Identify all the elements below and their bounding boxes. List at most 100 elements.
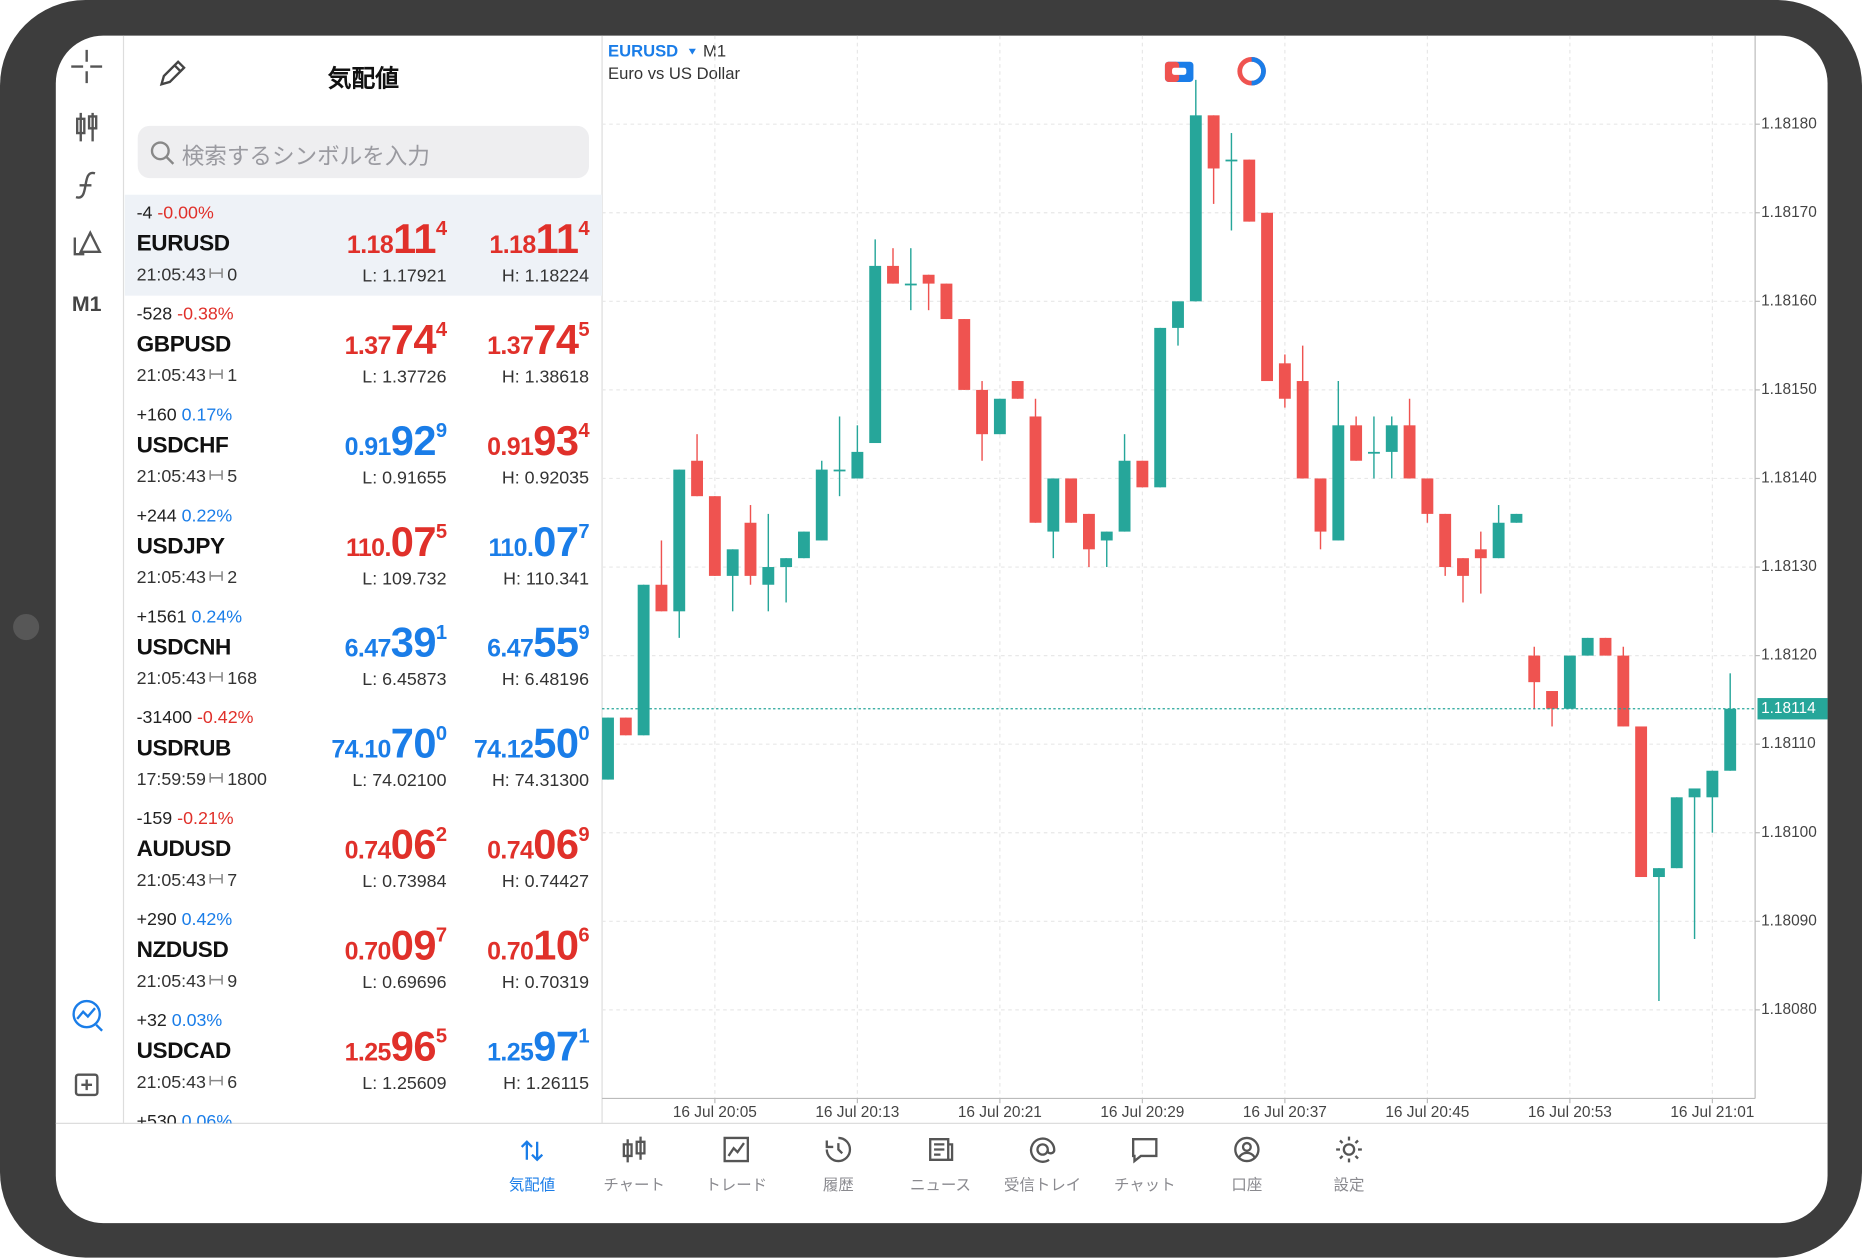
quote-row[interactable]: +32 0.03% USDCAD 21:05:43 6 1.25 96 5 1.25 97 1 L:… — [125, 1002, 602, 1103]
candle-body — [619, 717, 632, 736]
quote-row[interactable]: -31400 -0.42% USDRUB 17:59:59 1800 74.10 70 0 7… — [125, 699, 602, 800]
spread-glyph — [209, 369, 224, 379]
y-tick-label: 1.18170 — [1761, 204, 1817, 221]
spread-icon — [209, 470, 224, 480]
y-tick-label: 1.18100 — [1761, 824, 1817, 841]
quote-row[interactable]: +160 0.17% USDCHF 21:05:43 5 0.91 92 9 0.91 93 4 L… — [125, 397, 602, 498]
tab[interactable]: ニュース — [889, 1134, 991, 1195]
tab[interactable]: 設定 — [1298, 1134, 1400, 1195]
ask-price: 0.91 93 4 — [487, 418, 589, 466]
candle-body — [602, 717, 614, 780]
tab-label: 履歴 — [822, 1175, 854, 1194]
edit-icon[interactable] — [157, 58, 188, 89]
symbol-dropdown[interactable] — [688, 48, 696, 55]
tab-icon — [622, 1136, 646, 1163]
change: +160 0.17% — [137, 405, 233, 425]
tab[interactable]: 気配値 — [481, 1134, 583, 1195]
candle-body — [1528, 655, 1541, 683]
price-big: 74 — [533, 317, 579, 364]
bid-price: 74.10 70 0 — [331, 721, 447, 769]
quote-time: 17:59:59 — [136, 769, 206, 790]
candle-body — [1421, 478, 1434, 514]
quote-row[interactable]: -4 -0.00% EURUSD 21:05:43 0 1.18 11 4 1.18 11 4 L:… — [124, 194, 603, 296]
chart-subtitle: Euro vs US Dollar — [608, 64, 740, 83]
price-big: 39 — [390, 619, 437, 667]
spread-glyph — [209, 974, 224, 985]
quote-row[interactable]: +244 0.22% USDJPY 21:05:43 2 110. 07 5 110. 07 7 L… — [125, 498, 602, 599]
spread-glyph — [209, 1075, 224, 1086]
price-prefix: 0.70 — [344, 938, 392, 966]
symbol: NZDUSD — [136, 938, 229, 964]
change-percent: 0.42% — [181, 909, 233, 930]
tab[interactable]: トレード — [685, 1134, 787, 1195]
tab-glyph — [1234, 1136, 1260, 1163]
watchlist: 気配値 検索するシンボルを入力 -4 -0.00% EURUSD 21:05:43 0… — [124, 36, 603, 1124]
change-percent: 0.24% — [191, 606, 243, 627]
symbol: USDCAD — [136, 1039, 232, 1064]
spread: 5 — [227, 466, 238, 487]
search-box[interactable]: 検索するシンボルを入力 — [137, 125, 589, 179]
candle-body — [637, 584, 650, 736]
price-pip: 9 — [578, 621, 589, 644]
price-pip: 7 — [578, 520, 589, 543]
candle-body — [1278, 363, 1291, 399]
candle-body — [655, 584, 668, 612]
candle-body — [1670, 797, 1683, 869]
tab[interactable]: 履歴 — [787, 1134, 889, 1195]
tab-glyph — [723, 1136, 749, 1163]
tab-icon — [723, 1136, 749, 1163]
candle-body — [976, 389, 988, 435]
quote-row[interactable]: -159 -0.21% AUDUSD 21:05:43 7 0.74 06 2 0.74 06 9… — [125, 800, 602, 901]
chart-symbol[interactable]: EURUSD — [608, 42, 678, 61]
change: +32 0.03% — [137, 1011, 223, 1031]
change: +1561 0.24% — [137, 607, 243, 627]
quote-row[interactable]: -528 -0.38% GBPUSD 21:05:43 1 1.37 74 4 1.37 74 5… — [125, 296, 602, 397]
candle-body — [993, 398, 1006, 435]
camera — [13, 613, 40, 641]
spread: 1 — [227, 365, 238, 386]
tab-glyph — [622, 1136, 646, 1163]
symbol: USDCHF — [136, 433, 229, 459]
price-pip: 6 — [578, 923, 589, 947]
tab-glyph — [929, 1138, 954, 1161]
tab-label: トレード — [705, 1175, 768, 1194]
day-high: H: 0.74427 — [501, 871, 589, 892]
day-low: L: 1.17921 — [362, 266, 447, 287]
spread-glyph — [209, 773, 224, 783]
day-low: L: 74.02100 — [352, 770, 447, 791]
day-high: H: 0.70319 — [501, 972, 589, 993]
bid-price: 1.25 96 5 — [345, 1024, 447, 1072]
candle-body — [1474, 549, 1487, 559]
quote-row[interactable]: +1561 0.24% USDCNH 21:05:43 168 6.47 39 1 6.47 5… — [125, 599, 602, 700]
price-prefix: 1.18 — [489, 231, 536, 259]
symbol: EURUSD — [136, 231, 231, 257]
tab[interactable]: チャート — [583, 1134, 685, 1195]
price-big: 11 — [393, 216, 436, 263]
time: 21:05:43 7 — [137, 870, 238, 890]
price-big: 74 — [390, 317, 437, 364]
indicator-icon[interactable] — [72, 999, 103, 1032]
spread: 168 — [227, 668, 258, 689]
day-low: L: 1.37726 — [362, 366, 447, 388]
candle-body — [1207, 115, 1220, 169]
y-tick-label: 1.18160 — [1761, 292, 1817, 309]
price-big: 92 — [390, 418, 437, 465]
candle-body — [904, 283, 917, 286]
price-big: 06 — [390, 821, 437, 869]
tab[interactable]: 口座 — [1196, 1134, 1298, 1195]
price-pip: 5 — [435, 1024, 447, 1048]
tab[interactable]: 受信トレイ — [992, 1134, 1094, 1195]
x-tick-label: 16 Jul 21:01 — [1670, 1104, 1754, 1121]
tab[interactable]: チャット — [1094, 1134, 1196, 1195]
price-prefix: 0.74 — [344, 837, 392, 865]
sidebar-timeframe[interactable]: M1 — [72, 292, 102, 316]
quote-row[interactable]: +290 0.42% NZDUSD 21:05:43 9 0.70 09 7 0.70 10 6 L… — [125, 901, 602, 1002]
candle-body — [1100, 531, 1113, 541]
day-low: L: 109.732 — [362, 568, 447, 589]
ask-price: 1.25 97 1 — [487, 1024, 589, 1072]
quote-row[interactable]: +530 0.06% — [125, 1103, 602, 1124]
trade-icons[interactable] — [1164, 57, 1266, 86]
spread: 1800 — [227, 769, 267, 790]
candle-body — [1724, 708, 1737, 771]
add-icon[interactable] — [74, 1073, 99, 1097]
